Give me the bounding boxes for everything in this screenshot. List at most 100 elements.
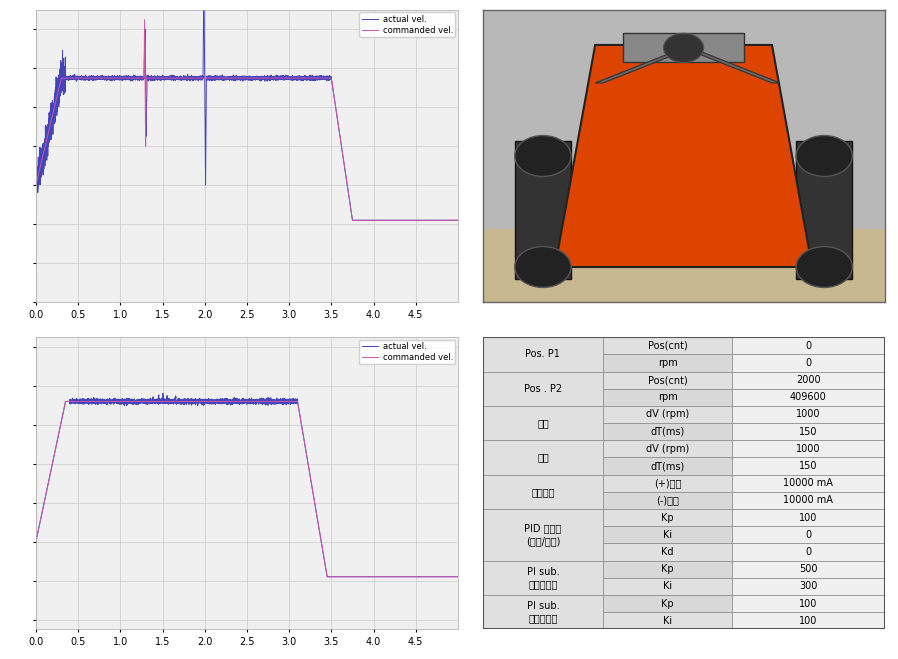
Bar [482, 561, 603, 595]
Bar [732, 527, 885, 544]
Bar [603, 474, 732, 492]
Bar [603, 509, 732, 527]
Text: Ki: Ki [663, 581, 672, 591]
Bar [603, 561, 732, 578]
Bar [732, 612, 885, 629]
Text: Pos . P2: Pos . P2 [524, 384, 562, 393]
Circle shape [515, 136, 571, 177]
Line: commanded vel.: commanded vel. [36, 401, 458, 577]
Polygon shape [683, 48, 780, 83]
Text: 409600: 409600 [790, 392, 826, 402]
Text: (+)방향: (+)방향 [654, 478, 682, 488]
Line: commanded vel.: commanded vel. [36, 20, 458, 220]
actual vel. [32, 165, 43, 173]
Bar [482, 595, 603, 629]
Text: 10000 mA: 10000 mA [783, 496, 833, 505]
Text: Kd: Kd [661, 547, 674, 557]
actual vel. [453, 216, 463, 224]
actual vel. [48, 455, 58, 463]
Text: Pos(cnt): Pos(cnt) [647, 341, 687, 351]
actual vel. [237, 74, 248, 82]
Bar [482, 440, 603, 474]
Text: Ki: Ki [663, 616, 672, 626]
Polygon shape [555, 45, 812, 267]
Legend: actual vel., commanded vel.: actual vel., commanded vel. [359, 13, 455, 37]
Bar [603, 423, 732, 440]
actual vel. [430, 216, 441, 224]
Bar [623, 33, 744, 63]
commanded vel. [32, 529, 43, 536]
Bar [603, 527, 732, 544]
Text: 100: 100 [799, 513, 817, 523]
Bar [732, 509, 885, 527]
commanded vel. [430, 216, 441, 224]
commanded vel. [453, 573, 463, 581]
Text: Pos(cnt): Pos(cnt) [647, 375, 687, 385]
Bar [482, 229, 885, 302]
Text: 0: 0 [806, 341, 811, 351]
actual vel. [56, 418, 66, 426]
Bar [603, 544, 732, 561]
Line: actual vel.: actual vel. [36, 0, 458, 220]
actual vel. [453, 573, 463, 581]
Text: rpm: rpm [657, 358, 677, 368]
Text: 300: 300 [799, 581, 817, 591]
actual vel. [347, 216, 357, 224]
Text: 0: 0 [806, 547, 811, 557]
commanded vel. [60, 397, 71, 405]
Polygon shape [797, 142, 852, 279]
commanded vel. [56, 74, 66, 82]
Bar [732, 595, 885, 612]
actual vel. [430, 573, 441, 581]
Text: dT(ms): dT(ms) [650, 461, 684, 471]
commanded vel. [32, 173, 43, 181]
Bar [482, 509, 603, 561]
Bar [732, 372, 885, 389]
Bar [482, 372, 603, 406]
commanded vel. [113, 74, 124, 82]
commanded vel. [453, 216, 463, 224]
Text: Kp: Kp [661, 513, 674, 523]
actual vel. [31, 538, 41, 546]
actual vel. [32, 529, 43, 536]
Text: PID 제어기
(위치/속도): PID 제어기 (위치/속도) [524, 524, 561, 546]
Text: rpm: rpm [657, 392, 677, 402]
Bar [732, 389, 885, 406]
actual vel. [113, 397, 124, 405]
Bar [732, 355, 885, 372]
Bar [603, 440, 732, 457]
Bar [603, 457, 732, 474]
Bar [732, 492, 885, 509]
Bar [732, 337, 885, 355]
Text: 전류제한: 전류제한 [531, 487, 555, 497]
Bar [732, 406, 885, 423]
actual vel. [48, 100, 58, 108]
Text: 500: 500 [799, 564, 817, 574]
actual vel. [237, 397, 248, 405]
Bar [603, 372, 732, 389]
Text: 100: 100 [799, 598, 817, 608]
commanded vel. [48, 107, 58, 115]
commanded vel. [347, 216, 357, 224]
Bar [603, 355, 732, 372]
Bar [482, 406, 603, 440]
Circle shape [515, 246, 571, 287]
Text: 0: 0 [806, 530, 811, 540]
actual vel. [321, 573, 332, 581]
Bar [603, 595, 732, 612]
Text: dT(ms): dT(ms) [650, 426, 684, 437]
Bar [603, 389, 732, 406]
Circle shape [797, 136, 852, 177]
Text: 1000: 1000 [796, 444, 821, 454]
Text: (-)방향: (-)방향 [656, 496, 679, 505]
Legend: actual vel., commanded vel.: actual vel., commanded vel. [359, 339, 455, 364]
Bar [603, 612, 732, 629]
Text: dV (rpm): dV (rpm) [646, 444, 689, 454]
Text: 감속: 감속 [537, 453, 549, 463]
Text: Kp: Kp [661, 564, 674, 574]
Text: 100: 100 [799, 616, 817, 626]
Bar [732, 561, 885, 578]
Text: Pos. P1: Pos. P1 [525, 349, 560, 359]
Text: 150: 150 [799, 461, 817, 471]
commanded vel. [237, 74, 248, 82]
